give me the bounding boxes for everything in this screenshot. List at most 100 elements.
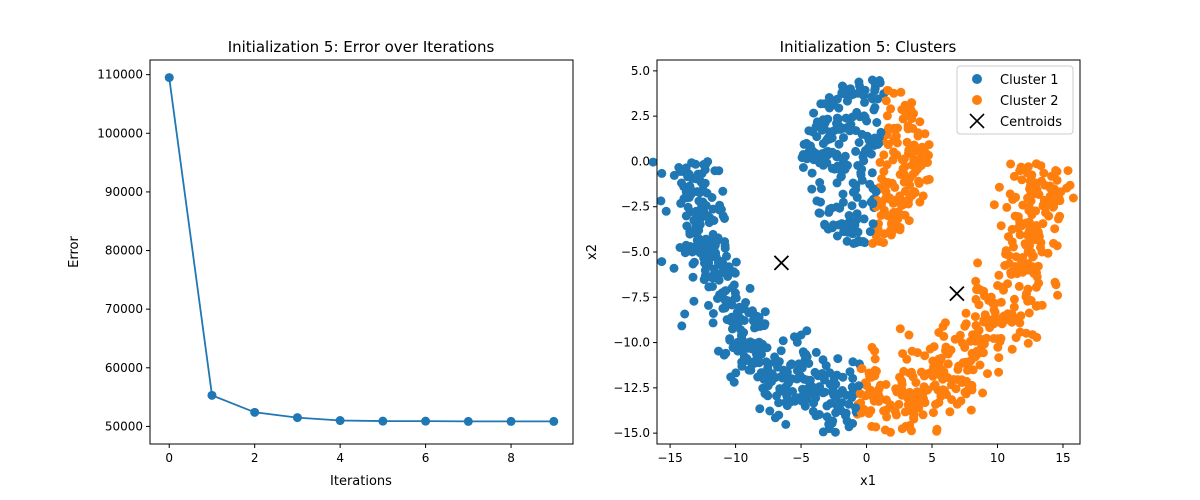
cluster-1-point bbox=[733, 337, 743, 347]
cluster-1-point bbox=[808, 406, 818, 416]
cluster-1-point bbox=[847, 201, 857, 211]
cluster-2-point bbox=[1052, 175, 1062, 185]
cluster-1-point bbox=[656, 196, 666, 206]
cluster-2-point bbox=[1018, 267, 1028, 277]
cluster-1-point bbox=[802, 394, 812, 404]
cluster-2-point bbox=[909, 409, 919, 419]
cluster-1-point bbox=[788, 387, 797, 396]
cluster-1-point bbox=[875, 76, 884, 85]
cluster-1-point bbox=[704, 282, 714, 292]
cluster-1-point bbox=[845, 367, 855, 377]
cluster-2-point bbox=[1020, 239, 1030, 249]
cluster-1-point bbox=[709, 216, 719, 225]
cluster-2-point bbox=[928, 371, 938, 381]
cluster-2-point bbox=[935, 370, 945, 380]
cluster-1-point bbox=[756, 344, 765, 354]
cluster-1-point bbox=[689, 215, 699, 225]
cluster-2-point bbox=[929, 342, 939, 352]
cluster-2-point bbox=[908, 170, 918, 179]
cluster-2-point bbox=[903, 393, 912, 403]
cluster-1-point bbox=[857, 129, 867, 139]
cluster-1-point bbox=[852, 209, 862, 219]
cluster-1-point bbox=[853, 227, 863, 237]
cluster-2-point bbox=[978, 388, 988, 398]
cluster-1-point bbox=[807, 168, 817, 178]
cluster-1-point bbox=[727, 283, 737, 293]
cluster-1-point bbox=[741, 298, 751, 307]
cluster-2-point bbox=[961, 308, 971, 318]
cluster-1-point bbox=[867, 168, 877, 178]
y-tick-label: 5.0 bbox=[631, 64, 650, 78]
cluster-1-point bbox=[870, 86, 880, 96]
y-tick-label: 2.5 bbox=[631, 109, 650, 123]
cluster-1-point bbox=[804, 126, 814, 136]
cluster-2-point bbox=[914, 403, 924, 413]
cluster-2-point bbox=[905, 180, 915, 190]
cluster-2-point bbox=[1023, 162, 1033, 172]
cluster-2-point bbox=[1006, 159, 1016, 169]
cluster-2-point bbox=[892, 150, 902, 160]
cluster-2-point bbox=[957, 338, 967, 348]
cluster-2-point bbox=[874, 396, 884, 406]
clusters-chart-title: Initialization 5: Clusters bbox=[780, 38, 957, 56]
cluster-2-point bbox=[1031, 189, 1041, 199]
cluster-2-point bbox=[930, 380, 940, 390]
cluster-1-point bbox=[722, 251, 731, 261]
cluster-1-point bbox=[786, 397, 796, 407]
cluster-1-point bbox=[713, 269, 722, 279]
cluster-1-point bbox=[845, 84, 855, 94]
cluster-2-point bbox=[980, 310, 990, 320]
cluster-1-point bbox=[684, 169, 694, 179]
cluster-2-point bbox=[971, 320, 981, 330]
cluster-2-point bbox=[1015, 217, 1025, 227]
cluster-1-point bbox=[825, 103, 834, 113]
cluster-1-point bbox=[705, 245, 715, 255]
cluster-2-point bbox=[955, 330, 965, 340]
error-chart-xlabel: Iterations bbox=[330, 474, 392, 489]
cluster-1-point bbox=[843, 227, 853, 237]
cluster-1-point bbox=[722, 267, 732, 276]
cluster-2-point bbox=[913, 128, 923, 138]
cluster-2-point bbox=[1008, 194, 1018, 204]
cluster-2-point bbox=[957, 377, 967, 386]
error-chart-axes-frame bbox=[149, 59, 574, 445]
cluster-1-point bbox=[729, 377, 739, 387]
cluster-1-point bbox=[839, 133, 848, 143]
cluster-2-point bbox=[1017, 175, 1027, 185]
cluster-1-point bbox=[824, 93, 834, 102]
cluster-2-point bbox=[1063, 166, 1073, 176]
cluster-2-point bbox=[1049, 238, 1058, 248]
cluster-2-point bbox=[1009, 171, 1019, 181]
cluster-1-point bbox=[805, 375, 815, 385]
cluster-2-point bbox=[1031, 221, 1041, 230]
cluster-1-point bbox=[732, 307, 742, 317]
cluster-1-point bbox=[708, 204, 718, 214]
y-tick-label: −15.0 bbox=[613, 426, 650, 440]
x-tick-label: −15 bbox=[657, 451, 682, 465]
cluster-2-point bbox=[871, 422, 881, 432]
cluster-2-point bbox=[1039, 168, 1049, 178]
cluster-1-point bbox=[811, 393, 821, 403]
cluster-2-point bbox=[879, 205, 889, 215]
y-tick-label: 80000 bbox=[105, 244, 143, 258]
cluster-2-point bbox=[968, 330, 978, 340]
cluster-2-point bbox=[883, 86, 893, 96]
cluster-1-point bbox=[859, 214, 869, 224]
y-tick-label: 110000 bbox=[97, 68, 143, 82]
cluster-1-point bbox=[804, 359, 814, 368]
legend-marker-cluster-2 bbox=[972, 95, 982, 105]
cluster-2-point bbox=[897, 424, 907, 434]
cluster-1-point bbox=[867, 75, 877, 85]
cluster-2-point bbox=[979, 286, 989, 296]
cluster-2-point bbox=[963, 365, 972, 375]
cluster-2-point bbox=[898, 114, 908, 124]
cluster-1-point bbox=[701, 211, 711, 221]
cluster-2-point bbox=[945, 407, 955, 417]
cluster-1-point bbox=[708, 229, 718, 239]
cluster-1-point bbox=[705, 272, 715, 282]
cluster-1-point bbox=[842, 390, 852, 400]
cluster-1-point bbox=[840, 161, 850, 171]
cluster-1-point bbox=[798, 163, 808, 172]
cluster-2-point bbox=[908, 372, 918, 382]
cluster-1-point bbox=[794, 359, 804, 369]
